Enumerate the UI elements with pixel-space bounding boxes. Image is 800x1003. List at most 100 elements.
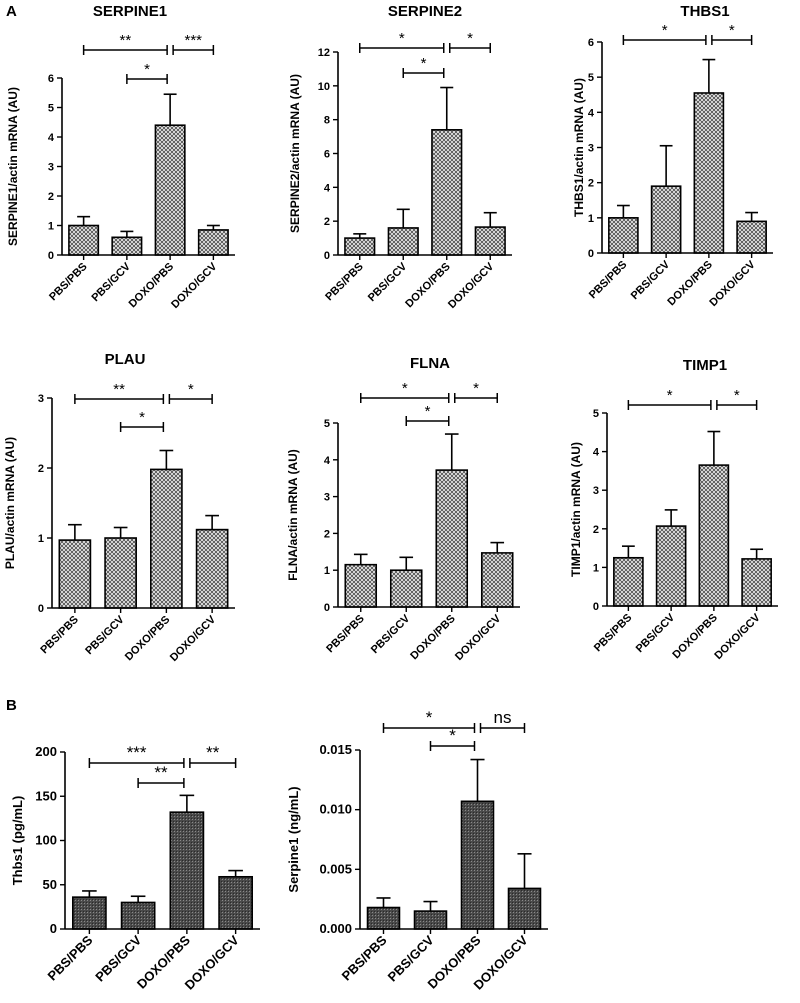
bar	[154, 124, 186, 256]
x-tick-label: DOXO/GCV	[712, 611, 763, 662]
chart-serpine1: SERPINE1 SERPINE1/actin mRNA (AU) 0 1 2 3 4 5 6 P…	[6, 3, 235, 311]
y-tick-label: 12	[318, 47, 330, 59]
y-tick-label: 1	[48, 221, 54, 233]
y-tick-label: 6	[48, 73, 54, 85]
chart-timp1: TIMP1 TIMP1/actin mRNA (AU) 0 1 2 3 4 5 PBS/PBS P…	[569, 357, 778, 662]
significance-label: *	[667, 387, 673, 404]
bar	[693, 92, 725, 254]
bar	[344, 563, 378, 608]
y-tick-label: 150	[35, 788, 57, 803]
x-tick-label: PBS/GCV	[629, 258, 673, 302]
x-tick-label: PBS/GCV	[89, 260, 133, 304]
y-axis-label: SERPINE1/actin mRNA (AU)	[6, 87, 20, 246]
chart-panel-b-2: Serpine1 (ng/mL) 0.000 0.005 0.010 0.015 PBS/…	[286, 708, 548, 993]
bar	[431, 129, 463, 256]
y-tick-label: 4	[324, 182, 331, 194]
bar	[218, 875, 254, 930]
x-tick-label: PBS/PBS	[38, 614, 81, 657]
chart-title: SERPINE1	[93, 3, 167, 20]
bar	[150, 468, 183, 609]
y-tick-label: 6	[324, 149, 330, 161]
bar	[58, 539, 92, 609]
y-tick-label: 0	[48, 250, 54, 262]
bar	[460, 800, 495, 930]
chart-plau: PLAU PLAU/actin mRNA (AU) 0 1 2 3 PBS/PBS PBS/G…	[3, 351, 235, 664]
y-tick-label: 6	[588, 37, 594, 49]
y-tick-label: 4	[593, 447, 600, 459]
y-tick-label: 0	[324, 602, 330, 614]
y-tick-label: 2	[324, 528, 330, 540]
chart-thbs1: THBS1 THBS1/actin mRNA (AU) 0 1 2 3 4 5 6 PBS/PBS…	[572, 3, 773, 309]
significance-label: *	[188, 381, 194, 398]
y-tick-label: 0.000	[319, 921, 352, 936]
x-tick-label: PBS/GCV	[366, 260, 410, 304]
bar	[366, 906, 401, 930]
significance-label: *	[662, 22, 668, 39]
y-tick-label: 5	[48, 103, 54, 115]
significance-label: *	[425, 403, 431, 420]
x-tick-label: DOXO/GCV	[707, 258, 758, 309]
y-tick-label: 0	[588, 248, 594, 260]
y-axis-label: Serpine1 (ng/mL)	[286, 786, 301, 892]
y-axis-label: TIMP1/actin mRNA (AU)	[569, 442, 583, 577]
bar	[736, 220, 767, 254]
x-tick-label: DOXO/GCV	[168, 613, 219, 664]
y-tick-label: 100	[35, 833, 57, 848]
bar	[72, 896, 107, 930]
bar	[698, 464, 730, 607]
y-tick-label: 0.010	[319, 802, 352, 817]
panel-letter-b: B	[6, 697, 17, 714]
bar	[741, 558, 772, 607]
significance-label: *	[467, 30, 473, 47]
chart-serpine2: SERPINE2 SERPINE2/actin mRNA (AU) 0 2 4 6 8 10 1…	[288, 3, 512, 311]
x-tick-label: DOXO/GCV	[453, 612, 504, 663]
significance-label: **	[206, 743, 220, 762]
y-tick-label: 0.015	[319, 742, 352, 757]
y-tick-label: 3	[38, 393, 44, 405]
y-tick-label: 10	[318, 81, 330, 93]
bar	[435, 469, 469, 608]
bar	[389, 569, 423, 608]
significance-label: *	[734, 387, 740, 404]
chart-flna: FLNA FLNA/actin mRNA (AU) 0 1 2 3 4 5 PBS/PBS PBS…	[286, 355, 520, 663]
significance-label: **	[113, 381, 125, 398]
x-tick-label: DOXO/GCV	[169, 260, 220, 311]
chart-title: SERPINE2	[388, 3, 462, 20]
x-tick-label: PBS/PBS	[45, 932, 96, 983]
significance-label: *	[729, 22, 735, 39]
significance-label: *	[426, 708, 433, 727]
x-tick-label: PBS/GCV	[369, 612, 413, 656]
bar	[197, 229, 229, 256]
x-tick-label: PBS/PBS	[323, 261, 366, 304]
bar	[613, 556, 644, 607]
y-tick-label: 0	[38, 603, 44, 615]
x-tick-label: PBS/PBS	[324, 613, 367, 656]
x-tick-label: PBS/GCV	[92, 932, 144, 984]
x-tick-label: DOXO/GCV	[446, 260, 497, 311]
significance-label: *	[421, 55, 427, 72]
significance-label: *	[449, 726, 456, 745]
significance-label: ***	[127, 743, 147, 762]
y-tick-label: 0	[593, 601, 599, 613]
x-tick-label: DOXO/PBS	[123, 614, 173, 664]
y-tick-label: 4	[588, 107, 595, 119]
chart-title: FLNA	[410, 355, 450, 372]
chart-title: THBS1	[680, 3, 729, 20]
y-axis-label: PLAU/actin mRNA (AU)	[3, 437, 17, 569]
bar	[507, 887, 542, 930]
bar	[104, 537, 137, 609]
y-tick-label: 2	[48, 191, 54, 203]
y-axis-label: SERPINE2/actin mRNA (AU)	[288, 74, 302, 233]
y-tick-label: 3	[588, 143, 594, 155]
y-tick-label: 1	[593, 562, 599, 574]
y-tick-label: 1	[38, 533, 44, 545]
significance-label: ***	[184, 32, 202, 49]
y-tick-label: 0.005	[319, 861, 352, 876]
bar	[344, 237, 376, 256]
y-tick-label: 5	[588, 72, 594, 84]
y-tick-label: 2	[593, 524, 599, 536]
significance-label: *	[139, 409, 145, 426]
x-tick-label: PBS/PBS	[587, 259, 630, 302]
y-tick-label: 4	[324, 455, 331, 467]
x-tick-label: PBS/GCV	[634, 611, 678, 655]
